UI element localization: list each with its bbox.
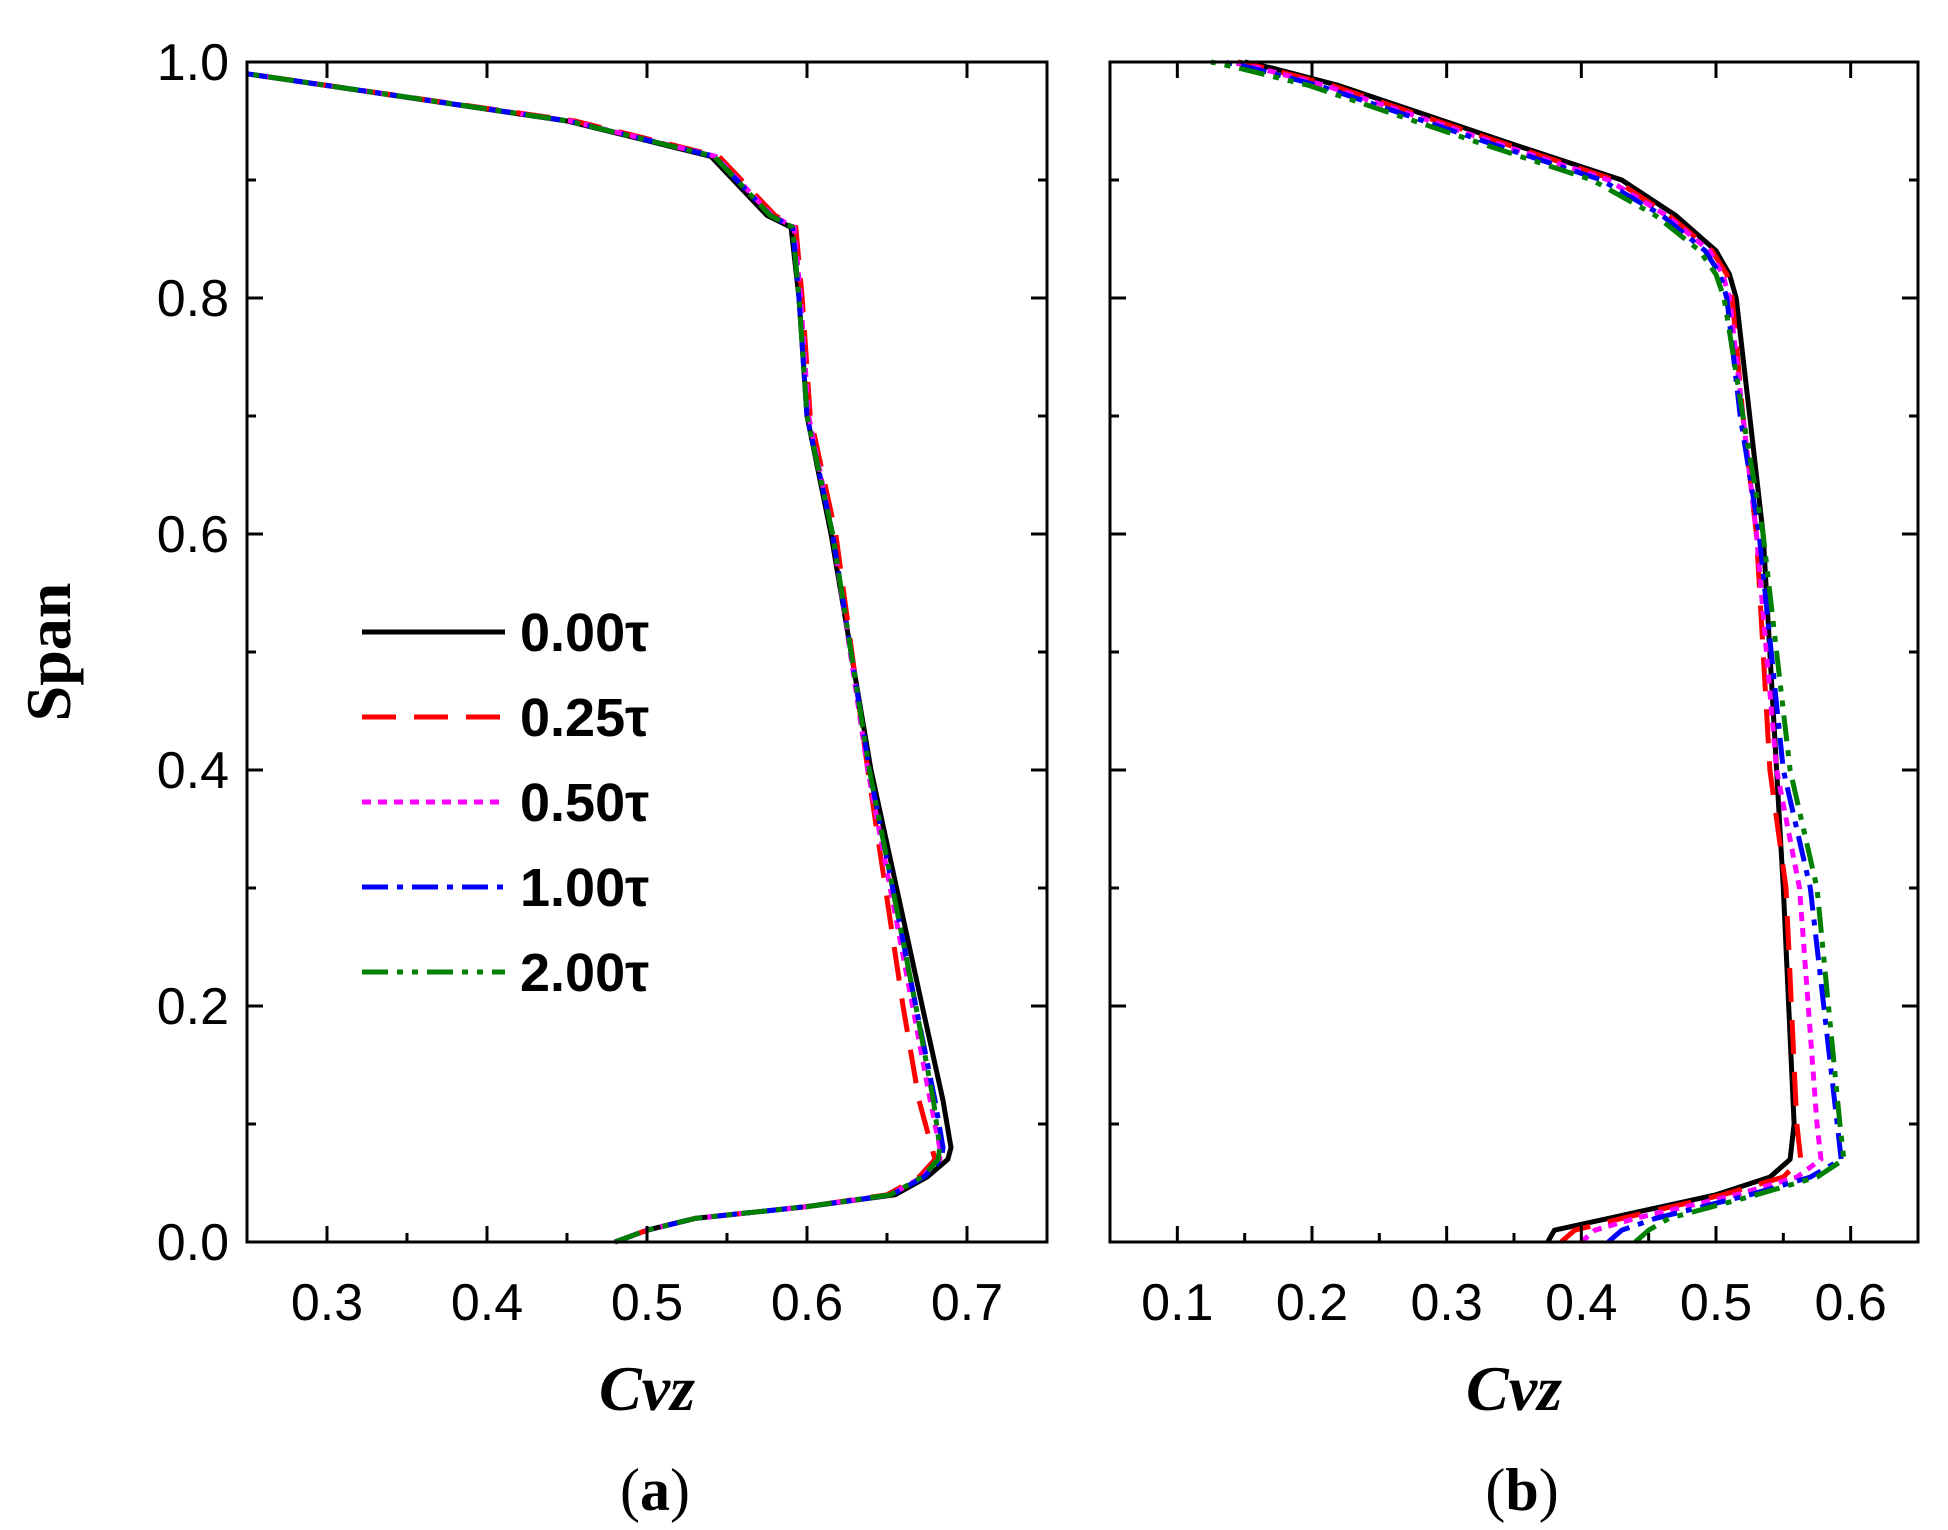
panel-a-y-tick-label: 0.8	[157, 270, 229, 328]
legend-label-200: 2.00τ	[520, 943, 649, 1003]
panel-b-x-tick-label: 0.2	[1276, 1274, 1348, 1332]
panel-a-y-axis-title: Span	[13, 583, 84, 722]
panel-a-plot-frame	[245, 60, 1049, 1244]
legend-label-100: 1.00τ	[520, 858, 649, 918]
panel-b: 0.1 0.2 0.3 0.4 0.5 0.6 Cvz (b)	[1108, 59, 1920, 1523]
panel-b-series-050-line	[1230, 59, 1824, 1244]
panel-a-x-tick-label: 0.6	[771, 1274, 843, 1332]
panel-a-x-tick-label: 0.7	[931, 1274, 1003, 1332]
panel-a-series-200-line	[246, 71, 943, 1245]
panel-b-x-tick-label: 0.5	[1680, 1274, 1752, 1332]
panel-a-y-tick-label: 0.4	[157, 742, 229, 800]
panel-a-x-axis-title: Cvz	[599, 1353, 695, 1424]
panel-a-x-tick-label: 0.3	[291, 1274, 363, 1332]
panel-a-curves	[246, 71, 954, 1245]
legend: 0.00τ 0.25τ 0.50τ 1.00τ 2.00τ	[362, 603, 649, 1003]
legend-label-025: 0.25τ	[520, 688, 649, 748]
panel-b-x-tick-label: 0.1	[1141, 1274, 1213, 1332]
panel-b-series-200-line	[1210, 59, 1847, 1244]
panel-b-series-000-line	[1244, 59, 1797, 1244]
panel-a-y-tick-label: 0.2	[157, 978, 229, 1036]
panel-b-letter: b	[1505, 1457, 1538, 1523]
panel-b-x-tick-label: 0.3	[1411, 1274, 1483, 1332]
panel-b-x-tick-label: 0.6	[1815, 1274, 1887, 1332]
panel-a-y-tick-label: 0.6	[157, 506, 229, 564]
panel-a-y-tick-label: 0.0	[157, 1214, 229, 1272]
panel-b-series-100-line	[1223, 59, 1844, 1244]
panel-b-series-025-line	[1237, 59, 1804, 1244]
panel-a-x-tick-label: 0.5	[611, 1274, 683, 1332]
panel-b-plot-frame	[1108, 60, 1920, 1244]
panel-b-label: (b)	[1485, 1457, 1558, 1523]
panel-a-y-tick-label: 1.0	[157, 34, 229, 92]
panel-b-curves	[1210, 59, 1847, 1244]
panel-a: 0.3 0.4 0.5 0.6 0.7 0.0 0.2 0.4 0.6 0.8 1.0 Span C…	[13, 34, 1049, 1523]
panel-b-ticks: 0.1 0.2 0.3 0.4 0.5 0.6	[1110, 60, 1918, 1332]
legend-label-050: 0.50τ	[520, 773, 649, 833]
legend-label-000: 0.00τ	[520, 603, 649, 663]
panel-a-label: (a)	[620, 1457, 690, 1523]
panel-a-x-tick-label: 0.4	[451, 1274, 523, 1332]
panel-a-ticks: 0.3 0.4 0.5 0.6 0.7 0.0 0.2 0.4 0.6 0.8 1.0	[157, 34, 1047, 1332]
panel-b-x-tick-label: 0.4	[1545, 1274, 1617, 1332]
panel-b-x-axis-title: Cvz	[1466, 1353, 1562, 1424]
panel-a-letter: a	[640, 1457, 670, 1523]
